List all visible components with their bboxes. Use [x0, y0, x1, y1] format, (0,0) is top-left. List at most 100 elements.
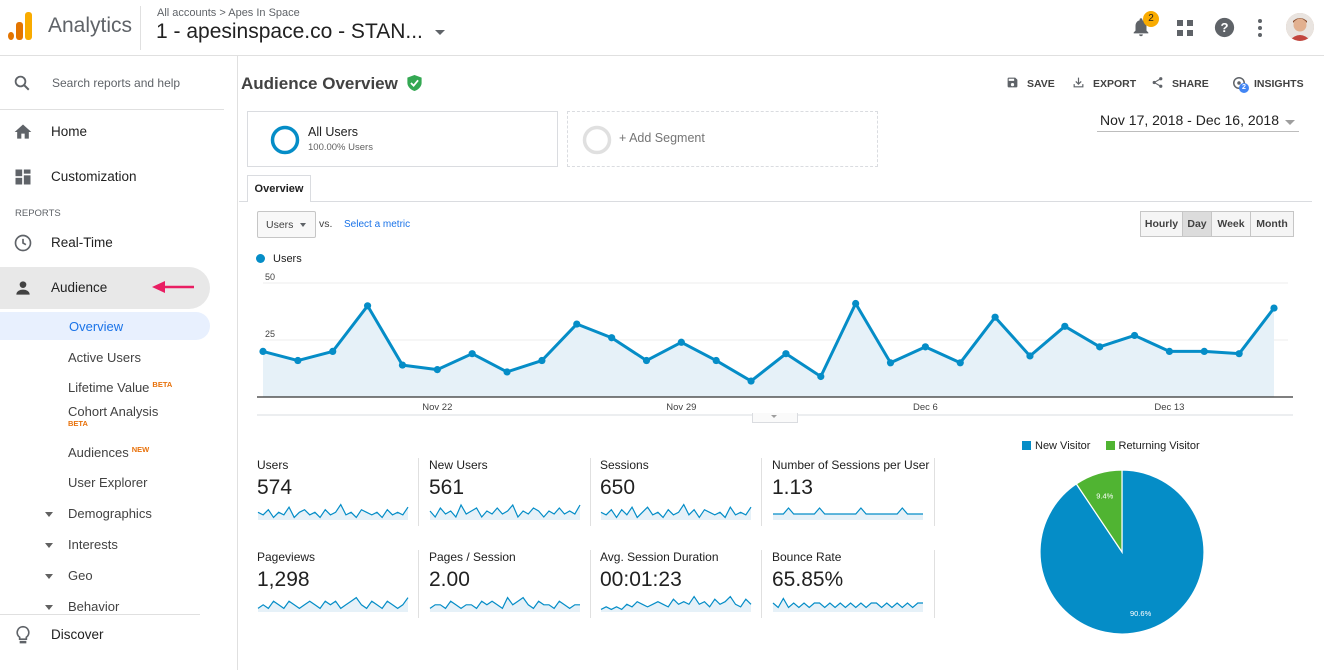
new-badge: NEW — [131, 445, 150, 454]
metric-tile[interactable]: Number of Sessions per User 1.13 — [772, 458, 929, 538]
sidebar-item-overview[interactable]: Overview — [0, 312, 210, 340]
metric-name: Sessions — [600, 458, 649, 472]
metric-divider — [590, 458, 591, 526]
grid-icon — [1177, 20, 1193, 36]
data-point — [1235, 350, 1243, 358]
export-label: EXPORT — [1093, 78, 1137, 90]
save-button[interactable]: SAVE — [1006, 76, 1055, 90]
pointer-arrow-icon — [152, 281, 194, 293]
series-line-users — [262, 302, 1276, 383]
metric-divider — [934, 458, 935, 526]
export-button[interactable]: EXPORT — [1072, 76, 1136, 90]
metric-value: 00:01:23 — [600, 568, 682, 591]
expand-triangle-icon[interactable] — [45, 574, 53, 579]
data-point — [1061, 322, 1069, 330]
metric-tile[interactable]: Pageviews 1,298 — [257, 550, 409, 630]
pie-slice-label: 9.4% — [1096, 492, 1113, 501]
data-point — [1200, 347, 1208, 355]
analytics-logo[interactable] — [8, 12, 34, 40]
metric-tile[interactable]: Bounce Rate 65.85% — [772, 550, 924, 630]
day-button[interactable]: Day — [1182, 211, 1212, 237]
sidebar-item-demographics[interactable]: Demographics — [68, 506, 152, 521]
chart-collapse-handle[interactable] — [752, 413, 798, 423]
more-vert-icon — [1258, 19, 1262, 37]
sidebar-item-behavior[interactable]: Behavior — [68, 599, 120, 614]
metric-tile[interactable]: New Users 561 — [429, 458, 581, 538]
date-range-picker[interactable]: Nov 17, 2018 - Dec 16, 2018 — [1097, 112, 1299, 132]
beta-badge: BETA — [68, 419, 88, 428]
metric-value: 1.13 — [772, 476, 813, 499]
data-point — [398, 361, 407, 369]
notifications-button[interactable]: 2 — [1130, 11, 1159, 40]
segment-name: All Users — [308, 125, 359, 139]
insights-button[interactable]: 2 INSIGHTS — [1232, 76, 1304, 93]
sidebar-item-realtime[interactable]: Real-Time — [0, 222, 210, 264]
data-point — [503, 368, 511, 376]
sidebar-item-customization[interactable]: Customization — [0, 156, 210, 198]
property-selector[interactable]: 1 - apesinspace.co - STAN... — [156, 20, 445, 44]
sidebar-item-user-explorer[interactable]: User Explorer — [68, 475, 148, 490]
sidebar-item-audience[interactable]: Audience — [0, 267, 210, 309]
sparkline-line — [600, 503, 752, 519]
metric-name: Number of Sessions per User — [772, 458, 930, 472]
month-button[interactable]: Month — [1250, 211, 1294, 237]
data-point — [1270, 304, 1278, 312]
help-button[interactable]: ? — [1214, 17, 1238, 41]
sidebar-item-discover[interactable]: Discover — [0, 614, 210, 656]
sidebar-search[interactable]: Search reports and help — [0, 56, 224, 110]
legend-label-new: New Visitor — [1035, 440, 1091, 452]
segment-all-users[interactable]: All Users 100.00% Users — [247, 111, 558, 167]
metric-tile[interactable]: Pages / Session 2.00 — [429, 550, 581, 630]
sidebar-item-interests[interactable]: Interests — [68, 537, 118, 552]
more-options-button[interactable] — [1256, 18, 1264, 42]
sidebar-item-home[interactable]: Home — [0, 111, 210, 153]
data-point — [294, 356, 302, 365]
metric-tile[interactable]: Avg. Session Duration 00:01:23 — [600, 550, 752, 630]
tab-overview[interactable]: Overview — [247, 175, 311, 202]
select-metric-link[interactable]: Select a metric — [344, 219, 411, 230]
sparkline-area — [601, 596, 751, 612]
add-segment-button[interactable]: + Add Segment — [567, 111, 878, 167]
metric-selector-label: Users — [266, 219, 294, 231]
date-range: Nov 17, 2018 - Dec 16, 2018 — [1100, 112, 1280, 128]
metric-value: 574 — [257, 476, 293, 499]
vs-label: vs. — [319, 218, 333, 230]
data-point — [677, 338, 685, 346]
avatar[interactable] — [1286, 13, 1314, 41]
property-name: 1 - apesinspace.co - STAN... — [156, 20, 423, 43]
chevron-down-icon — [434, 29, 445, 35]
sidebar-item-lifetime-value[interactable]: Lifetime Value BETA — [68, 380, 172, 395]
svg-text:?: ? — [1220, 20, 1228, 35]
data-point — [782, 350, 790, 358]
sidebar-item-geo[interactable]: Geo — [68, 568, 93, 583]
hourly-button[interactable]: Hourly — [1140, 211, 1183, 237]
page-title: Audience Overview — [241, 74, 422, 94]
sidebar-item-label: Audience — [51, 280, 108, 295]
sidebar-item-label: Customization — [51, 169, 137, 184]
search-input[interactable]: Search reports and help — [52, 76, 181, 90]
sidebar-item-active-users[interactable]: Active Users — [68, 350, 141, 365]
expand-triangle-icon[interactable] — [45, 512, 53, 517]
metric-value: 2.00 — [429, 568, 470, 591]
add-segment-label: + Add Segment — [619, 131, 705, 145]
metric-value: 1,298 — [257, 568, 310, 591]
metric-tile[interactable]: Sessions 650 — [600, 458, 752, 538]
metric-tile[interactable]: Users 574 — [257, 458, 409, 538]
expand-triangle-icon[interactable] — [45, 605, 53, 610]
sidebar-item-label: Overview — [69, 319, 124, 334]
metric-selector[interactable]: Users — [257, 211, 316, 238]
share-icon — [1152, 77, 1163, 88]
expand-triangle-icon[interactable] — [45, 543, 53, 548]
sidebar-item-audiences[interactable]: Audiences NEW — [68, 445, 149, 460]
data-point — [1165, 347, 1174, 355]
apps-button[interactable] — [1176, 19, 1200, 43]
app-name: Analytics — [48, 14, 133, 37]
x-tick-label: Nov 22 — [422, 402, 452, 413]
chevron-down-icon — [300, 223, 306, 227]
share-button[interactable]: SHARE — [1151, 76, 1209, 90]
sidebar-item-cohort-analysis[interactable]: Cohort Analysis BETA — [68, 404, 158, 428]
account-breadcrumb[interactable]: All accounts > Apes In Space — [157, 7, 300, 19]
legend-swatch-returning — [1105, 441, 1115, 450]
data-point — [433, 366, 441, 374]
week-button[interactable]: Week — [1211, 211, 1251, 237]
